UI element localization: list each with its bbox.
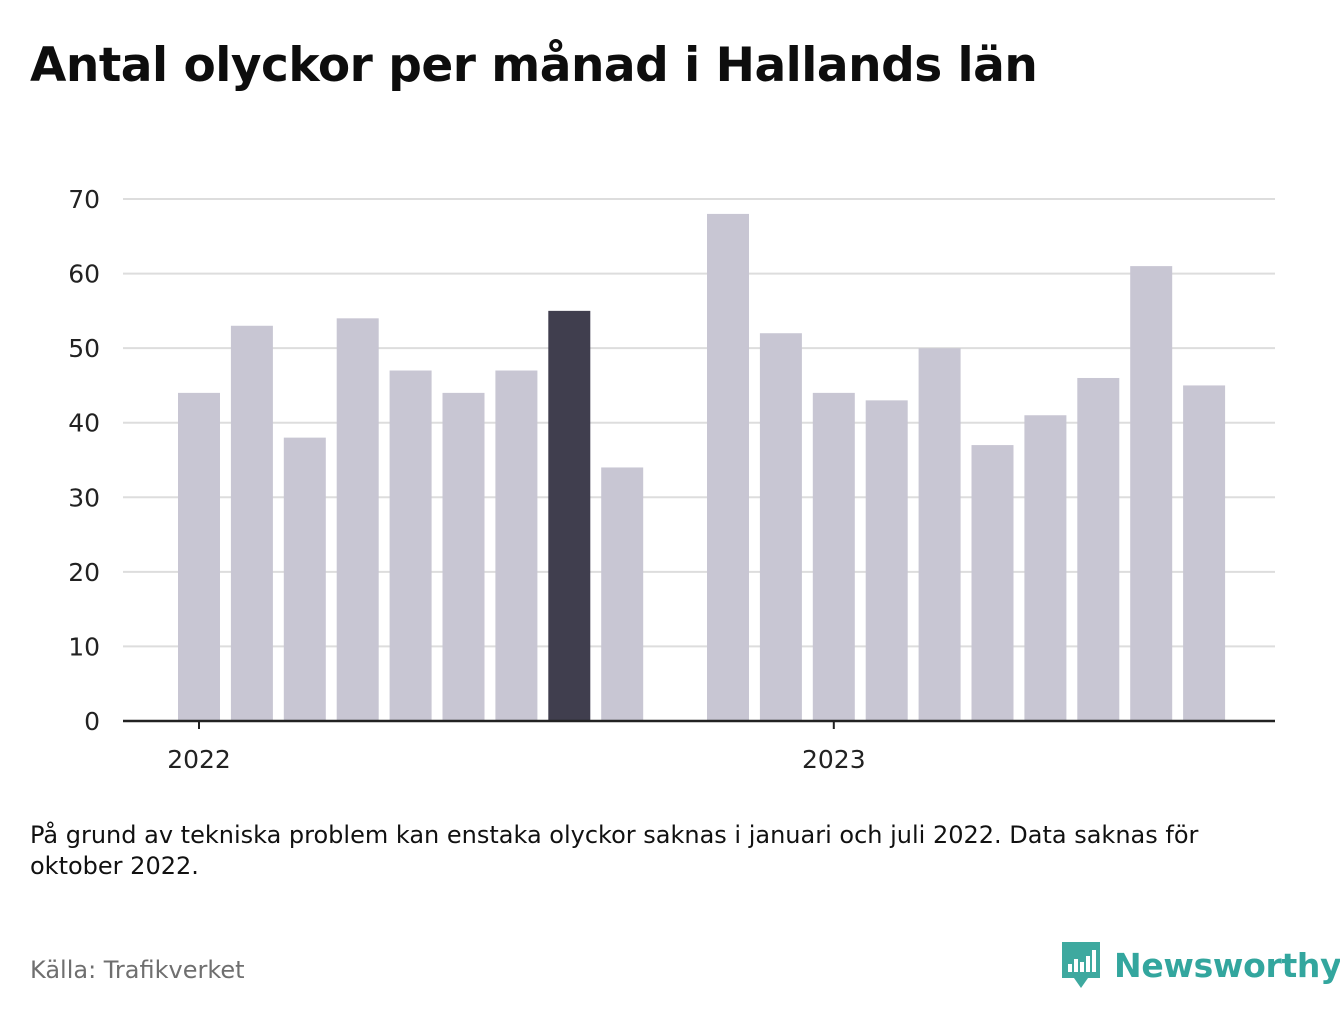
bar-2023-01 [812,392,855,721]
bar-2023-08 [1183,385,1226,721]
y-tick-label: 20 [68,558,100,587]
y-tick-label: 30 [68,483,100,512]
newsworthy-brand: Newsworthy [1060,940,1340,990]
bar-2023-02 [865,400,908,721]
newsworthy-logo-icon [1062,942,1100,988]
y-tick-label: 40 [68,409,100,438]
bar-2022-03 [283,437,326,721]
bar-2022-09 [601,467,644,721]
bar-2022-08 [548,310,591,721]
bar-2022-05 [389,370,432,721]
bar-2023-04 [971,445,1014,721]
x-tick-label-2023: 2023 [802,745,866,774]
bar-2023-06 [1077,377,1120,721]
bar-2022-11 [707,213,749,721]
y-tick-label: 50 [68,334,100,363]
bar-2023-05 [1024,415,1067,721]
bar-2023-03 [918,348,961,721]
bar-2022-04 [336,318,379,721]
bar-2022-01 [178,392,220,721]
source-label: Källa: Trafikverket [30,956,245,984]
bar-2022-12 [759,333,802,721]
bar-2023-07 [1130,266,1173,721]
chart-footnote: På grund av tekniska problem kan enstaka… [30,821,1199,880]
bar-2022-02 [230,325,273,721]
y-tick-label: 10 [68,632,100,661]
y-tick-label: 70 [68,185,100,214]
brand-name: Newsworthy [1114,945,1340,985]
chart-title: Antal olyckor per månad i Hallands län [30,38,1038,93]
bar-2022-06 [442,392,485,721]
x-tick-label-2022: 2022 [167,745,231,774]
y-tick-label: 60 [68,260,100,289]
y-tick-label: 0 [84,707,100,736]
bar-2022-07 [495,370,538,721]
bar-chart: 0 10 20 30 40 50 60 70 2022 2023 [68,185,1275,774]
